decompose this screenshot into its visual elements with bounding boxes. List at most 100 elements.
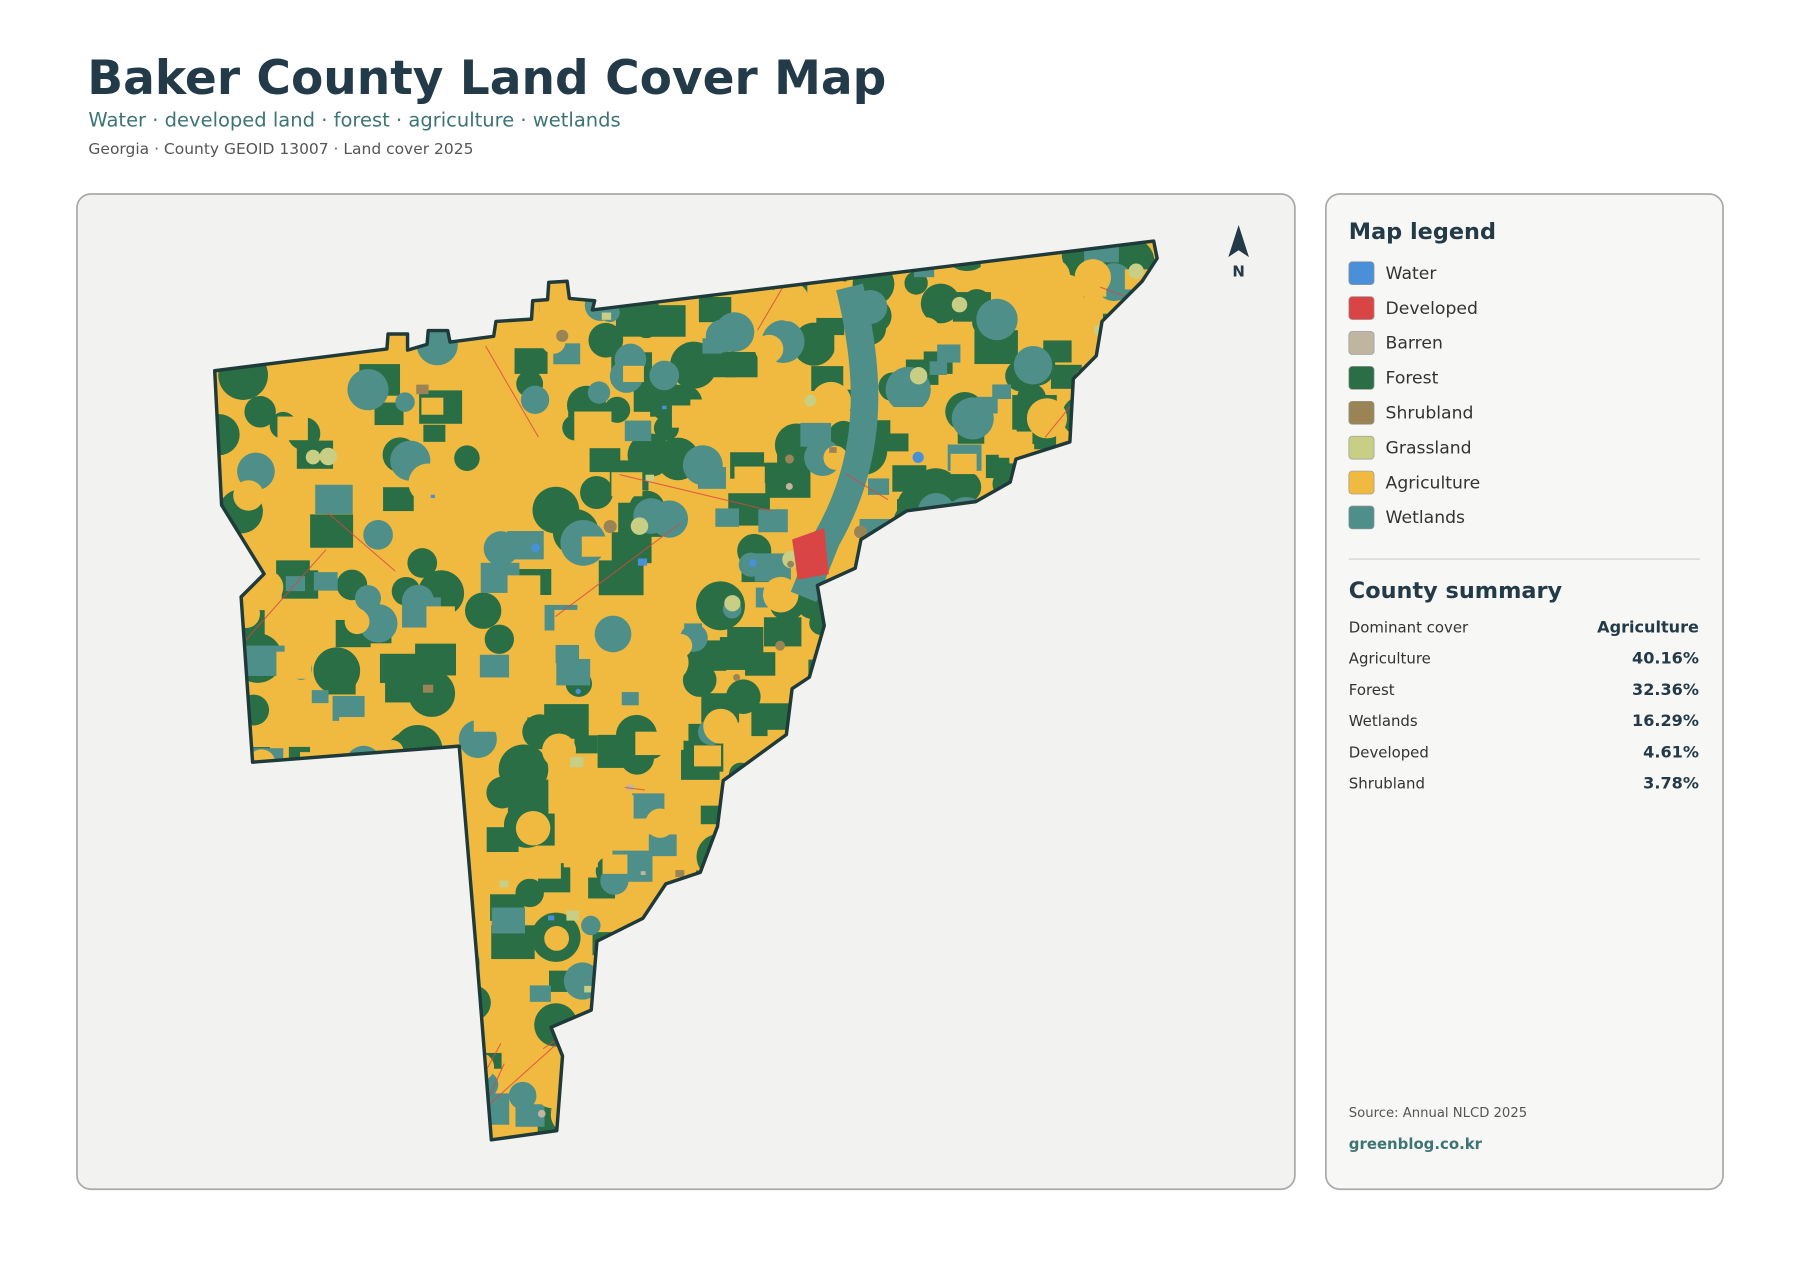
land-patch (727, 627, 764, 656)
land-patch (344, 609, 370, 635)
land-patch (310, 514, 354, 548)
land-patch (637, 558, 648, 566)
land-patch (347, 369, 389, 411)
land-patch (937, 344, 961, 363)
land-patch (762, 576, 799, 613)
land-patch (988, 460, 1010, 477)
land-patch (745, 399, 784, 438)
land-patch (703, 708, 739, 744)
land-patch (765, 462, 811, 498)
land-patch (785, 454, 795, 464)
land-patch (829, 447, 837, 453)
legend-swatch (1348, 470, 1375, 495)
land-patch (682, 445, 723, 486)
road (214, 549, 327, 722)
site: greenblog.co.kr (1349, 1135, 1483, 1153)
legend-title: Map legend (1349, 219, 1496, 245)
county-outline (212, 239, 1159, 1142)
legend-label: Wetlands (1386, 508, 1465, 528)
land-patch (233, 480, 264, 511)
land-patch (473, 706, 507, 732)
land-patch (650, 643, 689, 682)
land-patch (998, 431, 1033, 458)
land-patch (566, 910, 580, 921)
land-patch (598, 795, 634, 823)
land-patch (648, 834, 677, 857)
land-patch (951, 296, 968, 313)
land-patch (754, 334, 784, 364)
land-patch (544, 926, 570, 951)
subtitle: Water · developed land · forest · agricu… (88, 108, 620, 131)
land-patch (554, 609, 585, 634)
road (555, 522, 681, 617)
land-patch (484, 624, 515, 654)
land-patch (514, 348, 548, 374)
legend-swatch (1348, 400, 1375, 425)
land-patch (520, 385, 550, 414)
meta: Georgia · County GEOID 13007 · Land cove… (88, 140, 473, 158)
land-patch (379, 653, 418, 683)
land-patch (705, 319, 739, 353)
land-patch (416, 384, 429, 395)
land-patch (785, 482, 793, 490)
land-patch (792, 322, 836, 366)
land-patch (507, 575, 541, 601)
land-patch (684, 623, 703, 638)
land-patch (537, 1109, 546, 1118)
land-patch (909, 367, 928, 385)
legend-swatch (1348, 435, 1375, 460)
land-patch (601, 312, 612, 320)
land-patch (645, 474, 655, 482)
land-patch (363, 520, 393, 550)
land-patch (775, 640, 786, 651)
land-patch (531, 543, 540, 552)
land-patch (912, 451, 924, 463)
land-patch (611, 472, 643, 497)
land-patch (570, 756, 584, 768)
land-patch (854, 525, 867, 539)
legend-swatch (1348, 296, 1375, 320)
land-patch (745, 652, 776, 676)
developed-area (792, 528, 829, 580)
summary-label: Shrubland (1349, 775, 1425, 793)
summary-value: 32.36% (1632, 680, 1699, 699)
road (624, 786, 645, 791)
land-patch (584, 985, 593, 993)
land-patch (581, 536, 608, 557)
summary-value: 16.29% (1632, 711, 1699, 730)
land-patch (515, 810, 551, 846)
land-patch (556, 329, 569, 342)
road (485, 345, 539, 438)
land-patch (976, 298, 1018, 341)
land-patch (532, 486, 580, 534)
summary-value: 40.16% (1632, 649, 1699, 668)
land-patch (299, 374, 324, 394)
land-patch (1013, 345, 1053, 385)
land-patch (423, 424, 446, 442)
land-patch (603, 520, 617, 534)
land-patch (374, 402, 404, 426)
land-patch (491, 907, 526, 934)
land-patch (589, 448, 621, 473)
land-patch (787, 560, 795, 568)
legend-label: Barren (1386, 334, 1443, 354)
land-patch (383, 487, 414, 512)
land-patch (499, 880, 509, 888)
summary-title: County summary (1349, 578, 1563, 604)
legend-swatch (1348, 261, 1375, 286)
legend-label: Shrubland (1386, 404, 1474, 424)
land-patch (520, 429, 558, 466)
land-patch (645, 808, 675, 838)
land-patch (529, 985, 551, 1002)
summary-value: 3.78% (1643, 774, 1699, 793)
road (845, 473, 889, 501)
land-patch (395, 392, 415, 412)
legend-swatch (1348, 505, 1375, 530)
land-patch (992, 384, 1011, 400)
land-patch (339, 717, 376, 746)
summary-label: Wetlands (1349, 712, 1418, 730)
land-patch (359, 604, 398, 643)
land-patch (890, 407, 925, 434)
land-patch (1070, 315, 1095, 340)
summary-value: Agriculture (1597, 617, 1699, 636)
